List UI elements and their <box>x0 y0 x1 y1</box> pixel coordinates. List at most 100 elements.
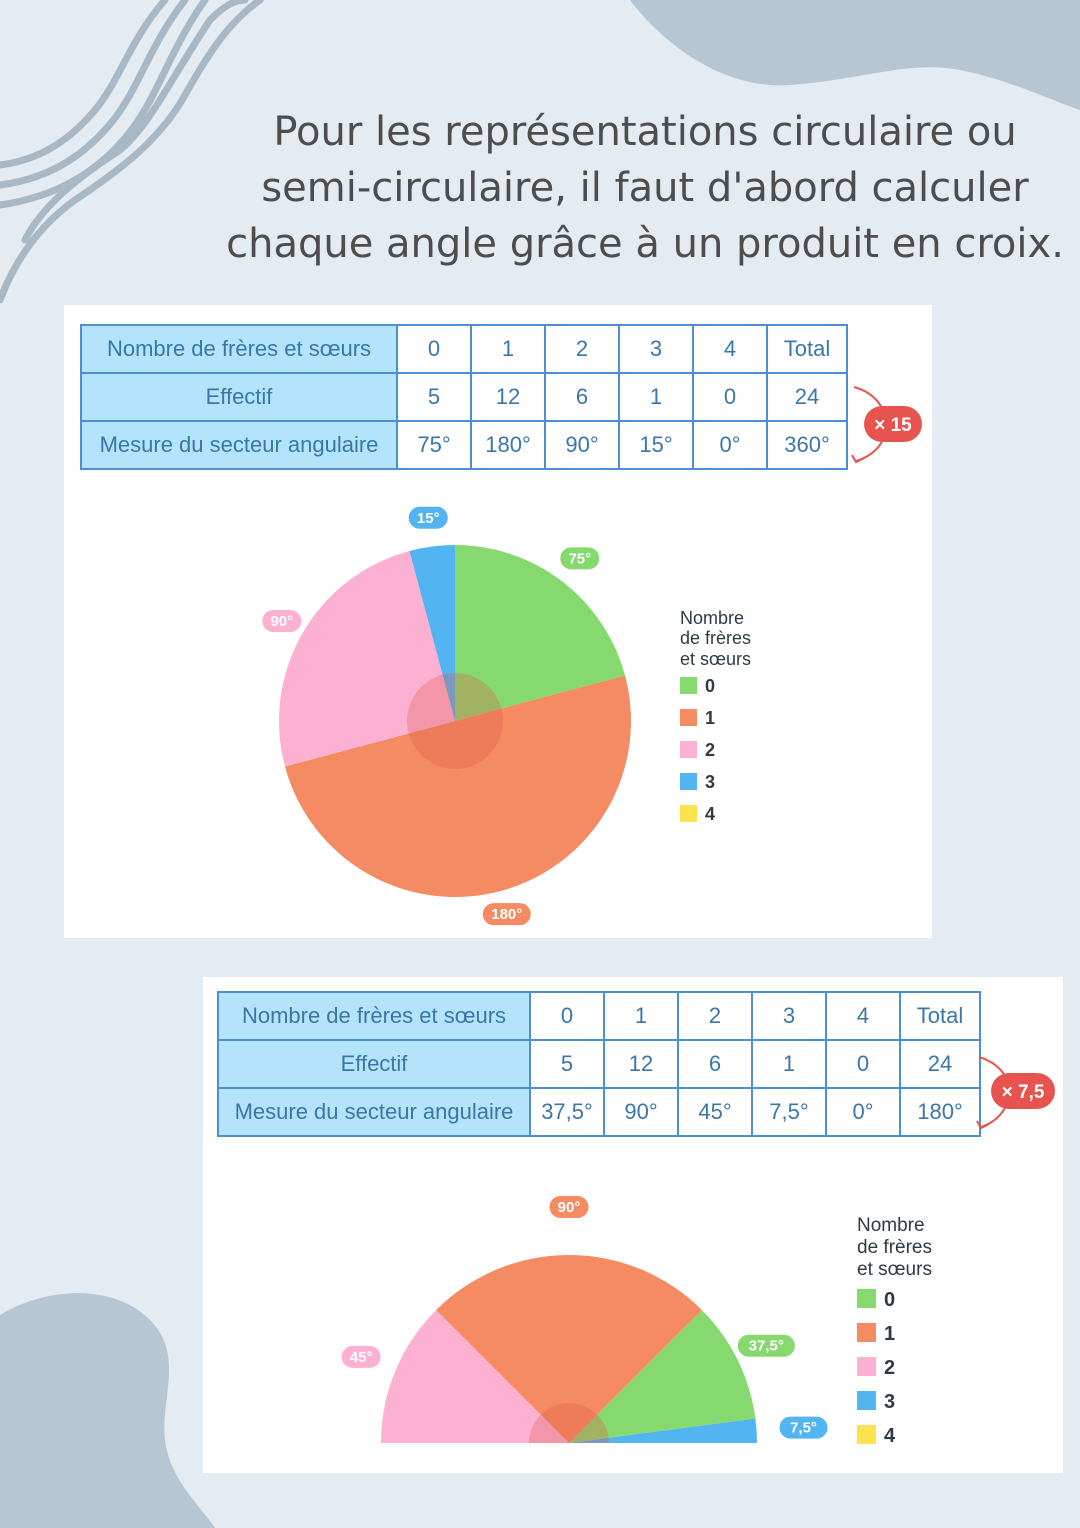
slice-labels: 37,5° 90° 45° 7,5° <box>339 1194 830 1441</box>
center-angle-marker <box>407 673 503 769</box>
legend: 0 1 2 3 4 <box>680 676 715 824</box>
blob-decoration <box>630 0 1080 110</box>
table-cell: 1 <box>618 372 694 422</box>
table-cell: Total <box>899 991 981 1041</box>
legend-title-line: Nombre <box>680 608 744 628</box>
slice-label-badge <box>547 1194 591 1220</box>
slice-label-badge <box>735 1332 797 1359</box>
legend-label: 0 <box>705 676 715 696</box>
table-cell: 90° <box>603 1087 679 1137</box>
table-row: Effectif 5 12 6 1 0 24 <box>217 1039 981 1089</box>
legend-swatch <box>680 677 697 694</box>
circular-chart-card: Nombre de frères et sœurs 0 1 2 3 4 Tota… <box>64 305 932 938</box>
legend-swatch <box>680 773 697 790</box>
pie-slice <box>569 1418 757 1443</box>
blob-decoration <box>0 1293 215 1528</box>
table-cell: 2 <box>544 324 620 374</box>
row-label: Effectif <box>80 372 398 422</box>
table-cell: 24 <box>899 1039 981 1089</box>
table-cell: 45° <box>677 1087 753 1137</box>
table-cell: 12 <box>603 1039 679 1089</box>
legend-label: 1 <box>884 1323 895 1345</box>
slice-label: 75° <box>568 550 591 567</box>
table-cell: 6 <box>544 372 620 422</box>
pie-slices <box>279 545 631 898</box>
slice-label: 180° <box>491 906 522 923</box>
legend-swatch <box>857 1357 876 1376</box>
pie-slice <box>455 545 626 721</box>
arrow-head-icon <box>851 454 865 464</box>
wavy-lines-decoration <box>0 0 264 304</box>
row-label: Mesure du secteur angulaire <box>217 1087 531 1137</box>
data-table: Nombre de frères et sœurs 0 1 2 3 4 Tota… <box>80 324 848 470</box>
table-cell: 75° <box>396 420 472 470</box>
multiplier-text: × 15 <box>874 415 912 436</box>
table-cell: 180° <box>899 1087 981 1137</box>
table-row: Nombre de frères et sœurs 0 1 2 3 4 Tota… <box>80 324 848 374</box>
table-row: Effectif 5 12 6 1 0 24 <box>80 372 848 422</box>
data-table: Nombre de frères et sœurs 0 1 2 3 4 Tota… <box>217 991 981 1137</box>
pie-slice <box>436 1255 702 1443</box>
slice-label: 15° <box>417 510 440 527</box>
semicircular-chart: × 7,5 37,5°90°45°7,5° Nombre de frères e… <box>339 1056 1055 1447</box>
slice-label-badge <box>260 608 304 634</box>
table-cell: 12 <box>470 372 546 422</box>
arrow-head-icon <box>976 1120 990 1130</box>
table-row: Nombre de frères et sœurs 0 1 2 3 4 Tota… <box>217 991 981 1041</box>
table-cell: 360° <box>766 420 848 470</box>
legend-swatch <box>857 1323 876 1342</box>
semicircular-chart-card: Nombre de frères et sœurs 0 1 2 3 4 Tota… <box>203 977 1063 1473</box>
table-cell: 0° <box>692 420 768 470</box>
legend-title-line: de frères <box>857 1237 932 1258</box>
slice-label-badge <box>339 1343 383 1370</box>
row-label: Nombre de frères et sœurs <box>80 324 398 374</box>
slice-label-badge <box>480 901 533 928</box>
center-angle-marker <box>529 1403 609 1443</box>
legend-label: 3 <box>705 772 715 792</box>
legend-swatch <box>857 1425 876 1444</box>
multiplier-text: × 7,5 <box>1002 1082 1045 1103</box>
table-cell: 1 <box>603 991 679 1041</box>
table-cell: 7,5° <box>751 1087 827 1137</box>
pie-slice <box>381 1310 569 1443</box>
legend-title-line: de frères <box>680 628 751 648</box>
legend-label: 2 <box>705 740 715 760</box>
table-cell: 1 <box>751 1039 827 1089</box>
slice-label-badge <box>406 504 450 531</box>
circular-chart: × 15 75°180°90°15° Nombre de frères et s… <box>260 386 922 928</box>
pie-slice <box>569 1310 756 1443</box>
multiplier-badge <box>991 1073 1055 1109</box>
legend-label: 4 <box>884 1425 896 1447</box>
table-cell: 4 <box>825 991 901 1041</box>
legend-title-line: Nombre <box>857 1215 925 1236</box>
table-cell: 180° <box>470 420 546 470</box>
table-cell: 2 <box>677 991 753 1041</box>
slice-label: 90° <box>270 613 293 630</box>
legend-swatch <box>680 741 697 758</box>
table-row: Mesure du secteur angulaire 37,5° 90° 45… <box>217 1087 981 1137</box>
legend-swatch <box>857 1391 876 1410</box>
legend: 0 1 2 3 4 <box>857 1289 896 1447</box>
row-label: Nombre de frères et sœurs <box>217 991 531 1041</box>
table-cell: 1 <box>470 324 546 374</box>
slice-label: 45° <box>350 1349 373 1366</box>
pie-slice <box>279 550 455 767</box>
table-cell: 5 <box>529 1039 605 1089</box>
row-label: Mesure du secteur angulaire <box>80 420 398 470</box>
table-cell: 4 <box>692 324 768 374</box>
slice-label-badge <box>777 1414 830 1441</box>
legend-label: 1 <box>705 708 715 728</box>
slice-label: 90° <box>558 1199 581 1216</box>
table-cell: 0 <box>825 1039 901 1089</box>
table-row: Mesure du secteur angulaire 75° 180° 90°… <box>80 420 848 470</box>
table-cell: 3 <box>618 324 694 374</box>
table-cell: 15° <box>618 420 694 470</box>
table-cell: 0° <box>825 1087 901 1137</box>
page-heading: Pour les représentations circulaire ou s… <box>226 109 1064 267</box>
slice-label: 37,5° <box>749 1338 784 1355</box>
table-cell: 5 <box>396 372 472 422</box>
legend-label: 2 <box>884 1357 895 1379</box>
slice-label-badge <box>558 545 602 572</box>
legend-label: 3 <box>884 1391 895 1413</box>
